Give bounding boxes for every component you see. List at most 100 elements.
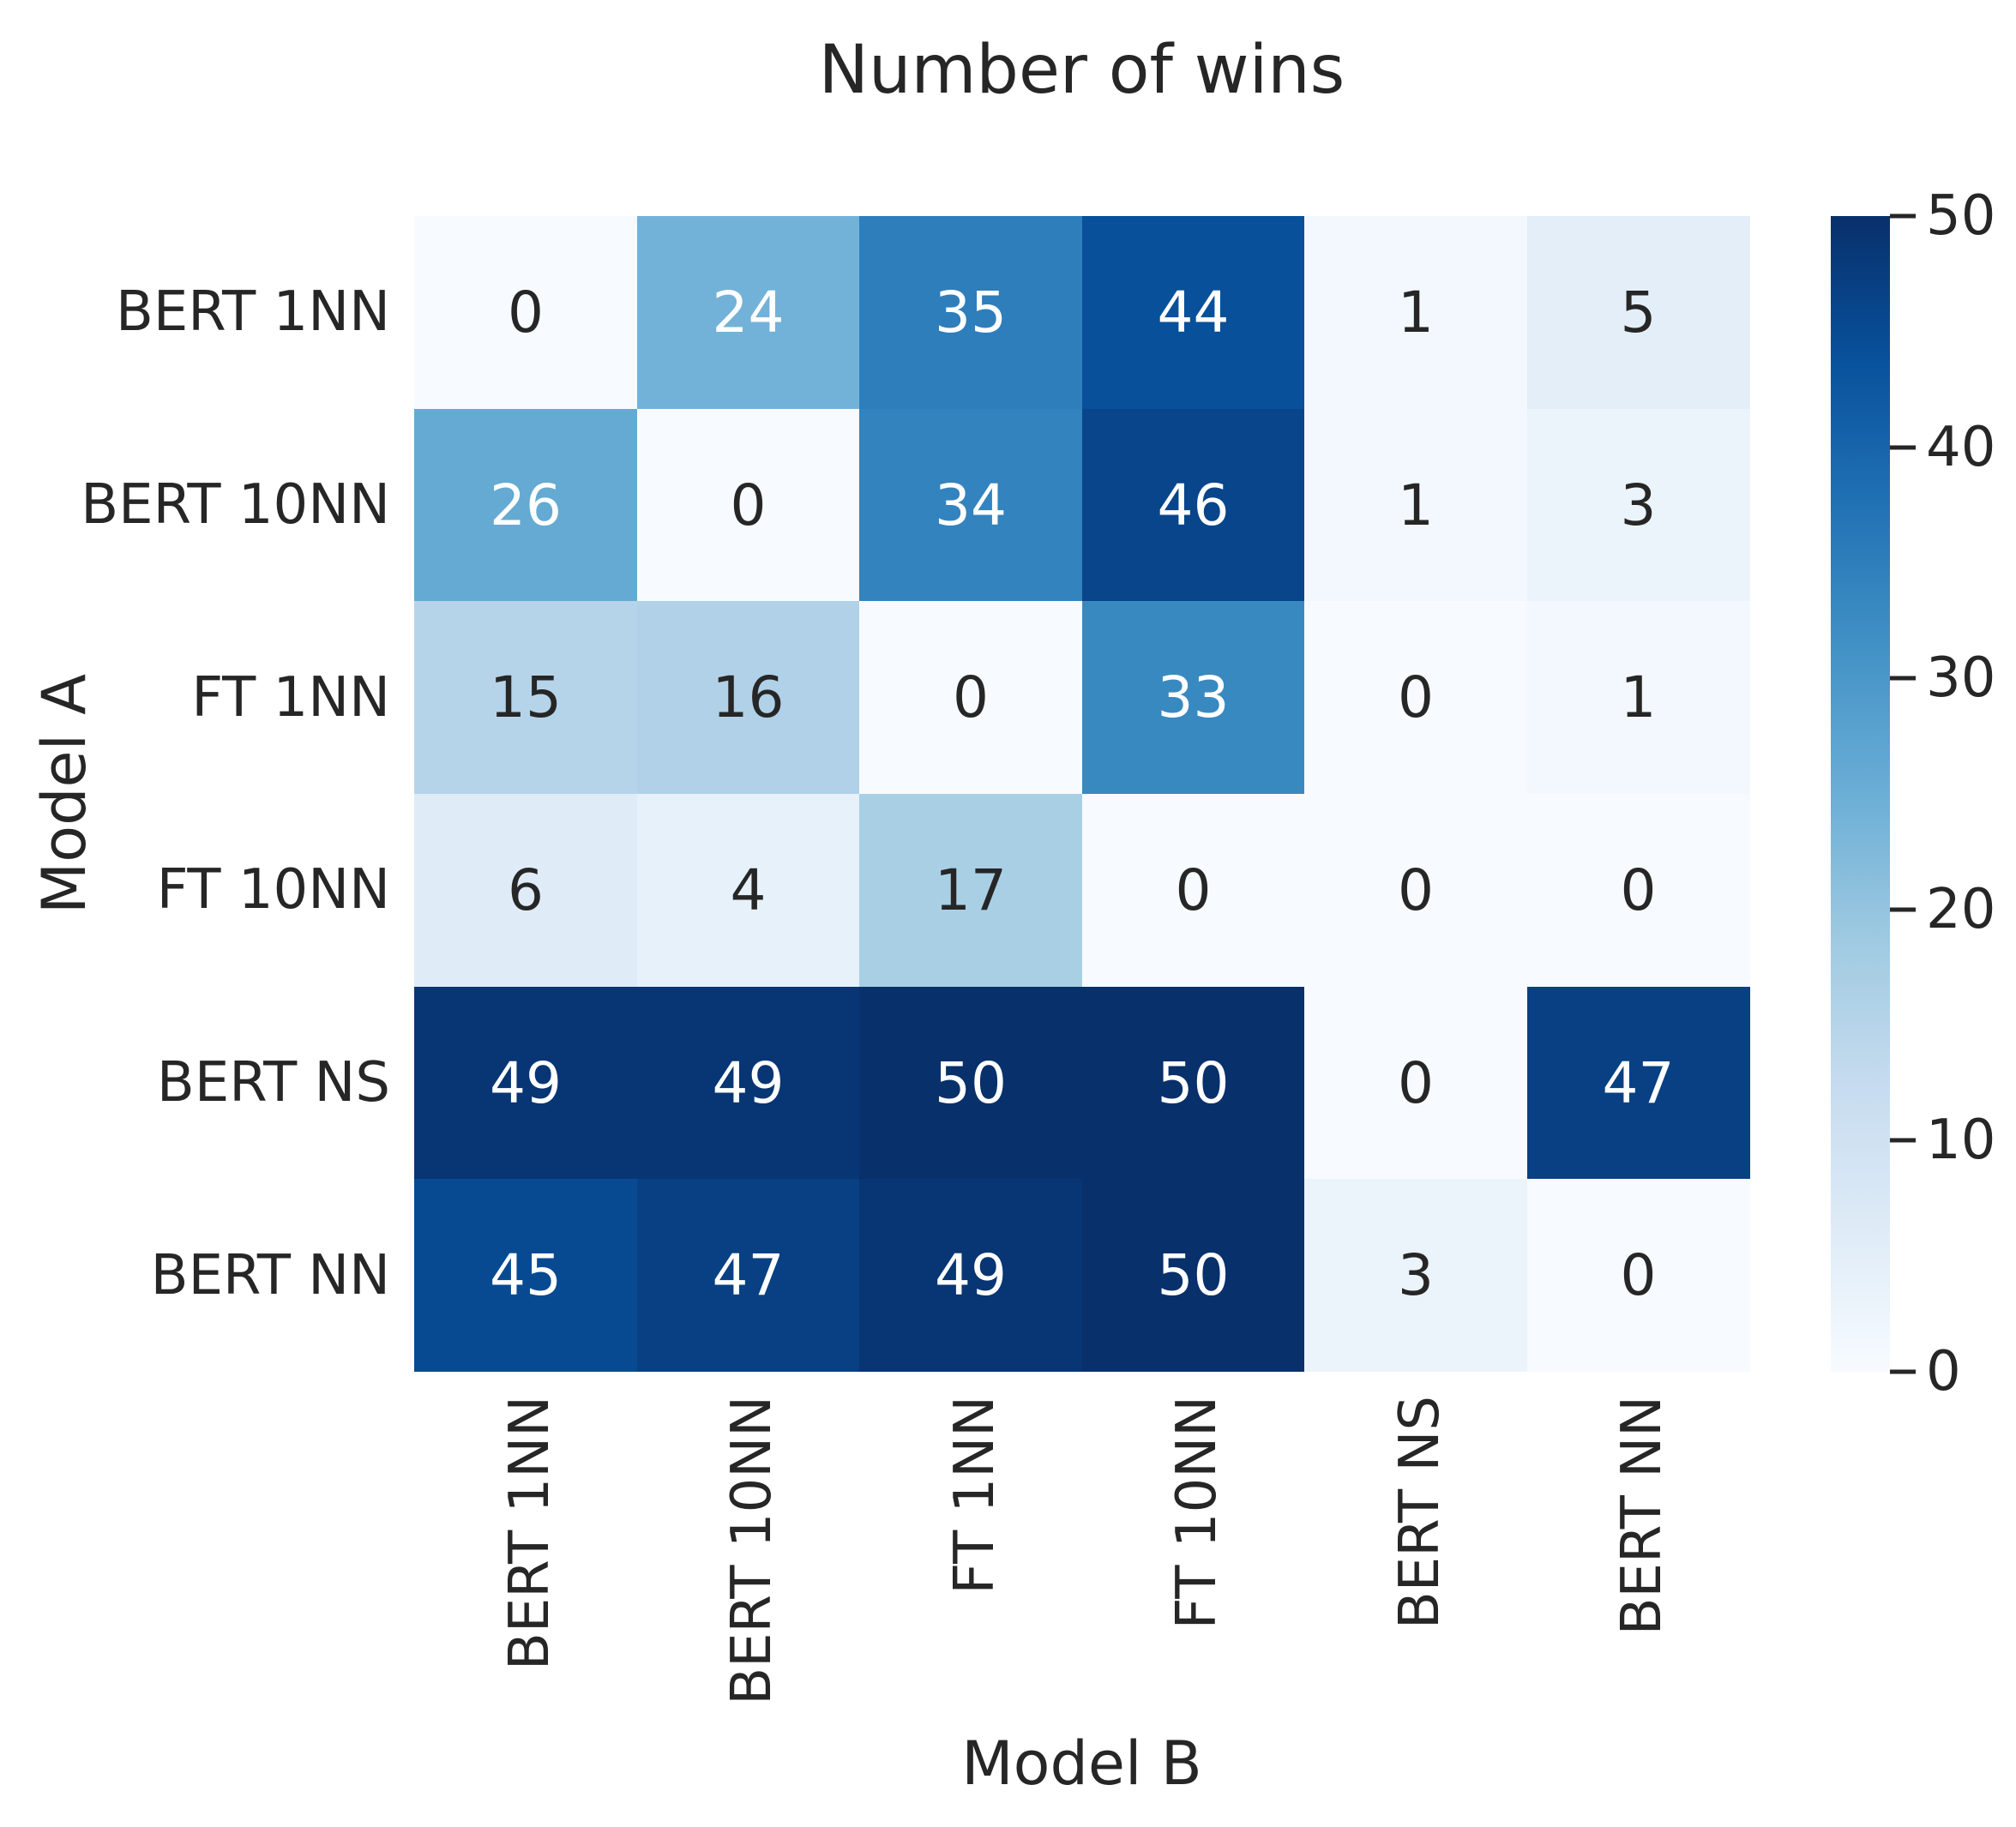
x-tick-label: FT 10NN bbox=[1165, 1396, 1230, 1630]
cell-value: 44 bbox=[1157, 279, 1230, 346]
heatmap-cell: 1 bbox=[1526, 601, 1750, 795]
y-tick-label: FT 10NN bbox=[156, 858, 390, 923]
cell-value: 15 bbox=[490, 664, 562, 731]
cell-value: 6 bbox=[508, 857, 544, 924]
x-tick-label: BERT NN bbox=[1610, 1396, 1675, 1636]
heatmap-cell: 5 bbox=[1526, 216, 1750, 410]
colorbar-tick bbox=[1890, 907, 1916, 912]
cell-value: 50 bbox=[1157, 1242, 1230, 1309]
cell-value: 0 bbox=[1398, 1049, 1434, 1116]
cell-value: 50 bbox=[1157, 1049, 1230, 1116]
heatmap-cell: 0 bbox=[859, 601, 1082, 795]
cell-value: 0 bbox=[508, 279, 544, 346]
cell-value: 1 bbox=[1398, 472, 1434, 538]
cell-value: 47 bbox=[1602, 1049, 1675, 1116]
x-tick-label: BERT NS bbox=[1387, 1396, 1452, 1630]
y-tick-label: BERT 10NN bbox=[81, 473, 390, 537]
heatmap-cell: 44 bbox=[1081, 216, 1305, 410]
cell-value: 50 bbox=[935, 1049, 1007, 1116]
heatmap-cell: 50 bbox=[859, 986, 1082, 1180]
cell-value: 46 bbox=[1157, 472, 1230, 538]
colorbar bbox=[1831, 216, 1890, 1372]
heatmap-cell: 6 bbox=[414, 794, 637, 988]
heatmap-cell: 26 bbox=[414, 408, 637, 602]
cell-value: 0 bbox=[730, 472, 767, 538]
colorbar-tick-label: 20 bbox=[1926, 877, 1996, 941]
y-tick-label: BERT 1NN bbox=[115, 280, 390, 345]
heatmap-cell: 45 bbox=[414, 1179, 637, 1373]
cell-value: 1 bbox=[1620, 664, 1657, 731]
colorbar-tick bbox=[1890, 445, 1916, 450]
x-axis-label: Model B bbox=[961, 1728, 1202, 1799]
x-tick-label: FT 1NN bbox=[942, 1396, 1007, 1595]
colorbar-tick bbox=[1890, 213, 1916, 219]
heatmap-cell: 49 bbox=[859, 1179, 1082, 1373]
colorbar-tick-label: 10 bbox=[1926, 1109, 1996, 1173]
heatmap-cell: 0 bbox=[1526, 1179, 1750, 1373]
cell-value: 49 bbox=[712, 1049, 785, 1116]
heatmap-cell: 16 bbox=[636, 601, 860, 795]
heatmap-cell: 0 bbox=[1526, 794, 1750, 988]
heatmap-cell: 34 bbox=[859, 408, 1082, 602]
colorbar-tick bbox=[1890, 676, 1916, 681]
heatmap-cell: 0 bbox=[636, 408, 860, 602]
colorbar-tick bbox=[1890, 1138, 1916, 1143]
cell-value: 0 bbox=[1620, 857, 1657, 924]
cell-value: 17 bbox=[935, 857, 1007, 924]
colorbar-tick-label: 0 bbox=[1926, 1340, 1961, 1403]
heatmap-cell: 35 bbox=[859, 216, 1082, 410]
cell-value: 5 bbox=[1620, 279, 1657, 346]
cell-value: 26 bbox=[490, 472, 562, 538]
cell-value: 3 bbox=[1620, 472, 1657, 538]
cell-value: 34 bbox=[935, 472, 1007, 538]
heatmap-cell: 0 bbox=[1081, 794, 1305, 988]
cell-value: 3 bbox=[1398, 1242, 1434, 1309]
colorbar-gradient bbox=[1831, 216, 1890, 1372]
x-tick-label: BERT 10NN bbox=[720, 1396, 785, 1705]
heatmap-cell: 49 bbox=[636, 986, 860, 1180]
heatmap-cell: 33 bbox=[1081, 601, 1305, 795]
heatmap-cell: 0 bbox=[1304, 794, 1527, 988]
colorbar-tick bbox=[1890, 1369, 1916, 1374]
heatmap-cell: 0 bbox=[1304, 601, 1527, 795]
heatmap-grid: 0 24 35 44 1 5 26 0 34 46 1 3 15 16 0 33 0 1 6 4 17 0 0 0 49 49 50… bbox=[414, 216, 1750, 1373]
heatmap-cell: 1 bbox=[1304, 216, 1527, 410]
cell-value: 0 bbox=[1398, 857, 1434, 924]
heatmap-cell: 17 bbox=[859, 794, 1082, 988]
cell-value: 49 bbox=[490, 1049, 562, 1116]
heatmap-cell: 0 bbox=[1304, 986, 1527, 1180]
y-tick-label: FT 1NN bbox=[191, 665, 390, 730]
heatmap-cell: 49 bbox=[414, 986, 637, 1180]
cell-value: 24 bbox=[712, 279, 785, 346]
cell-value: 4 bbox=[730, 857, 767, 924]
heatmap-cell: 50 bbox=[1081, 1179, 1305, 1373]
cell-value: 16 bbox=[712, 664, 785, 731]
heatmap-cell: 47 bbox=[636, 1179, 860, 1373]
heatmap-cell: 47 bbox=[1526, 986, 1750, 1180]
cell-value: 45 bbox=[490, 1242, 562, 1309]
heatmap-cell: 50 bbox=[1081, 986, 1305, 1180]
colorbar-tick-label: 50 bbox=[1926, 184, 1996, 248]
colorbar-tick-label: 40 bbox=[1926, 415, 1996, 479]
cell-value: 0 bbox=[1620, 1242, 1657, 1309]
chart-title: Number of wins bbox=[818, 32, 1345, 109]
cell-value: 1 bbox=[1398, 279, 1434, 346]
y-axis-label: Model A bbox=[29, 673, 99, 915]
cell-value: 0 bbox=[1398, 664, 1434, 731]
y-tick-label: BERT NS bbox=[156, 1051, 390, 1115]
heatmap-cell: 3 bbox=[1526, 408, 1750, 602]
heatmap-cell: 3 bbox=[1304, 1179, 1527, 1373]
cell-value: 47 bbox=[712, 1242, 785, 1309]
cell-value: 35 bbox=[935, 279, 1007, 346]
heatmap-cell: 46 bbox=[1081, 408, 1305, 602]
colorbar-tick-label: 30 bbox=[1926, 646, 1996, 711]
heatmap-cell: 0 bbox=[414, 216, 637, 410]
cell-value: 33 bbox=[1157, 664, 1230, 731]
cell-value: 0 bbox=[953, 664, 989, 731]
cell-value: 49 bbox=[935, 1242, 1007, 1309]
cell-value: 0 bbox=[1175, 857, 1212, 924]
heatmap-cell: 4 bbox=[636, 794, 860, 988]
x-tick-label: BERT 1NN bbox=[497, 1396, 562, 1671]
y-tick-label: BERT NN bbox=[150, 1243, 390, 1307]
